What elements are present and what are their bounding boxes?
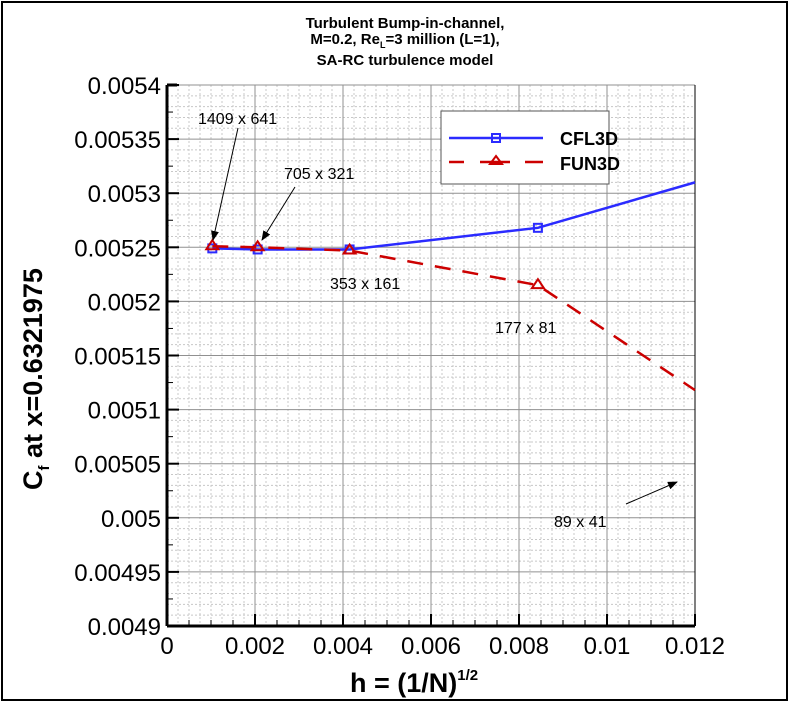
x-tick-label: 0.002 (225, 633, 285, 660)
y-tick-label: 0.0049 (88, 614, 161, 641)
tick-labels: 0 0.002 0.004 0.006 0.008 0.01 0.012 0.0049 0.00… (74, 73, 725, 660)
x-tick-label: 0 (160, 633, 173, 660)
title-line-1: Turbulent Bump-in-channel, (305, 15, 505, 32)
series-line-fun3d (212, 244, 696, 392)
y-axis-label: Cf at x=0.6321975 (18, 268, 53, 490)
x-tick-label: 0.004 (313, 633, 373, 660)
tick-marks (166, 84, 696, 627)
annotation-label: 89 x 41 (554, 514, 607, 531)
legend-cfl3d-label: CFL3D (560, 129, 618, 149)
annotation-arrow-icon (625, 481, 678, 505)
annotation-label: 177 x 81 (495, 320, 556, 337)
y-tick-label: 0.00535 (74, 127, 161, 154)
title-line-2: M=0.2, ReL=3 million (L=1), (310, 31, 500, 51)
x-tick-label: 0.01 (584, 633, 631, 660)
annotation-arrow-icon (211, 127, 239, 241)
annotations: 1409 x 641 705 x 321 353 x 161 177 x 81 89 x… (198, 111, 678, 531)
square-marker-icon (532, 222, 543, 233)
series-line-cfl3d (212, 181, 696, 251)
y-tick-label: 0.0051 (88, 398, 161, 425)
triangle-marker-icon (249, 239, 266, 252)
x-tick-label: 0.012 (665, 633, 725, 660)
title-line-3: SA-RC turbulence model (316, 52, 494, 69)
square-marker-icon (491, 133, 501, 143)
legend-fun3d-label: FUN3D (560, 154, 620, 174)
chart-title: Turbulent Bump-in-channel, M=0.2, ReL=3 … (250, 16, 560, 69)
y-tick-label: 0.00495 (74, 560, 161, 587)
y-tick-label: 0.0052 (88, 289, 161, 316)
x-axis-label: h = (1/N)1/2 (350, 667, 478, 698)
triangle-marker-icon (204, 238, 221, 251)
y-tick-label: 0.005 (101, 506, 161, 533)
annotation-label: 1409 x 641 (198, 111, 277, 128)
triangle-marker-icon (530, 277, 546, 290)
triangle-marker-icon (341, 242, 358, 255)
annotation-label: 353 x 161 (330, 276, 400, 293)
legend: CFL3D FUN3D (440, 110, 620, 185)
y-tick-label: 0.0054 (88, 73, 161, 100)
triangle-marker-icon (488, 154, 504, 165)
series (204, 181, 696, 392)
y-tick-label: 0.00505 (74, 452, 161, 479)
x-tick-label: 0.006 (401, 633, 461, 660)
x-tick-label: 0.008 (489, 633, 549, 660)
annotation-label: 705 x 321 (284, 166, 354, 183)
y-tick-label: 0.00515 (74, 344, 161, 371)
annotation-arrow-icon (261, 186, 296, 241)
y-tick-label: 0.0053 (88, 181, 161, 208)
y-tick-label: 0.00525 (74, 235, 161, 262)
